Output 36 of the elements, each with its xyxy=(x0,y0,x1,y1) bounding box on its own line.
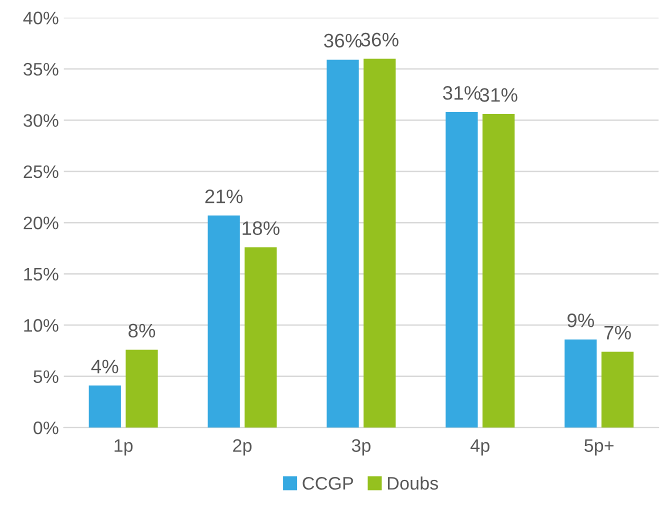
y-tick-label: 30% xyxy=(24,114,58,127)
data-label: 21% xyxy=(205,190,243,204)
data-label: 9% xyxy=(568,314,594,328)
legend-label: CCGP xyxy=(302,476,354,490)
bar xyxy=(564,339,597,428)
x-tick-label: 2p xyxy=(233,439,252,456)
data-label: 8% xyxy=(128,324,156,338)
y-tick-label: 20% xyxy=(24,216,58,230)
x-tick-label: 4p xyxy=(470,439,490,456)
x-tick-label: 1p xyxy=(114,439,133,456)
data-label: 36% xyxy=(360,32,398,47)
x-tick-label: 3p xyxy=(352,439,370,456)
legend-label: Doubs xyxy=(388,476,438,490)
y-tick-label: 25% xyxy=(24,165,58,178)
data-label: 31% xyxy=(480,88,518,102)
bar xyxy=(326,60,359,428)
bar xyxy=(208,215,240,428)
y-tick-label: 40% xyxy=(23,12,58,24)
y-tick-label: 35% xyxy=(24,62,58,76)
y-tick-label: 5% xyxy=(34,370,58,384)
y-tick-label: 15% xyxy=(24,268,58,281)
bar xyxy=(364,58,396,428)
bar xyxy=(446,112,478,428)
bar xyxy=(244,247,277,428)
data-label: 18% xyxy=(242,221,280,236)
y-tick-label: 0% xyxy=(34,422,58,434)
bar xyxy=(88,386,121,428)
bar xyxy=(601,352,634,428)
x-tick-label: 5p+ xyxy=(584,439,614,456)
data-label: 4% xyxy=(91,360,118,374)
bar xyxy=(126,350,158,428)
data-label: 31% xyxy=(442,86,480,100)
data-label: 7% xyxy=(604,326,631,340)
bar xyxy=(482,114,515,428)
data-label: 36% xyxy=(324,34,362,48)
y-tick-label: 10% xyxy=(24,319,58,332)
